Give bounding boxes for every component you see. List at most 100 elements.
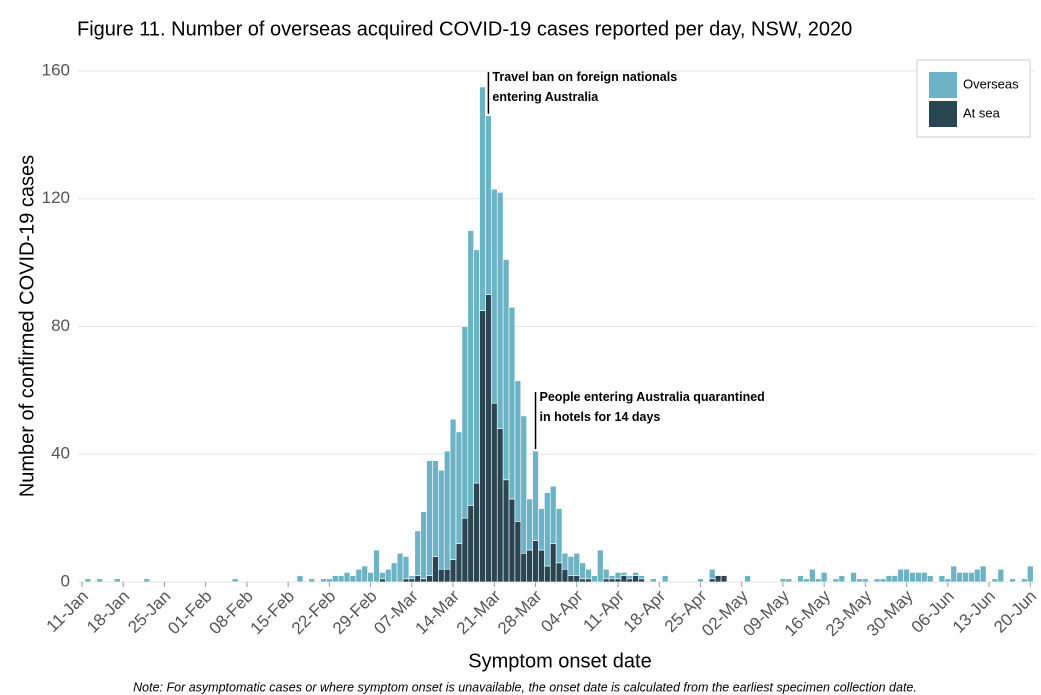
bar-segment xyxy=(432,460,439,557)
bar-segment xyxy=(538,508,545,551)
bar-segment xyxy=(532,450,539,541)
bar-segment xyxy=(337,575,345,583)
bar-segment xyxy=(602,568,610,580)
bar-segment xyxy=(544,565,551,583)
bar-segment xyxy=(838,575,846,583)
bar-segment xyxy=(608,578,616,583)
bar-segment xyxy=(308,578,315,583)
bar-segment xyxy=(449,559,457,583)
bar-segment xyxy=(620,575,628,583)
bar-segment xyxy=(514,380,522,522)
bar-segment xyxy=(526,549,533,583)
bar-segment xyxy=(549,485,557,544)
bar-segment xyxy=(809,568,816,583)
bar-segment xyxy=(638,578,645,583)
bar-segment xyxy=(661,575,669,583)
bar-segment xyxy=(585,568,592,580)
bar-segment xyxy=(608,575,616,580)
bar-segment xyxy=(491,188,498,404)
annotation-text: entering Australia xyxy=(492,90,599,104)
bar-segment xyxy=(514,521,522,583)
bar-segment xyxy=(638,575,645,580)
legend-label: At sea xyxy=(963,105,1001,120)
bar-segment xyxy=(720,575,728,583)
bar-segment xyxy=(650,578,657,583)
bar-segment xyxy=(355,568,363,583)
y-tick-label: 40 xyxy=(51,444,70,463)
bar-segment xyxy=(508,307,516,500)
bar-segment xyxy=(502,479,510,583)
bar-segment xyxy=(1009,578,1016,583)
bar-segment xyxy=(332,575,339,583)
bar-segment xyxy=(491,402,498,583)
bar-segment xyxy=(502,259,510,481)
y-tick-label: 120 xyxy=(42,188,70,207)
x-tick-label: 04-Apr xyxy=(537,586,587,636)
bar-segment xyxy=(479,86,486,311)
bar-segment xyxy=(455,431,463,544)
bar-segment xyxy=(544,492,551,567)
bar-segment xyxy=(385,568,392,583)
x-tick-label: 21-Mar xyxy=(453,586,505,638)
bar-segment xyxy=(1027,565,1034,583)
bar-segment xyxy=(708,568,716,580)
bar-segment xyxy=(944,578,952,583)
bar-segment xyxy=(473,249,480,484)
bar-segment xyxy=(496,428,504,583)
bar-segment xyxy=(414,530,421,576)
y-axis-title: Number of confirmed COVID-19 cases xyxy=(16,155,38,497)
bar-segment xyxy=(402,578,410,583)
bar-segment xyxy=(585,578,592,583)
legend-swatch xyxy=(929,101,957,127)
bar-segment xyxy=(426,575,433,583)
bar-segment xyxy=(820,572,828,583)
bar-segment xyxy=(1021,578,1028,583)
bar-segment xyxy=(991,578,999,583)
x-tick-label: 13-Jun xyxy=(949,587,999,637)
bar-segment xyxy=(968,572,975,583)
bar-segment xyxy=(873,578,881,583)
bar-segment xyxy=(956,572,963,583)
bar-segment xyxy=(426,460,433,576)
bar-segment xyxy=(508,498,516,583)
y-tick-label: 0 xyxy=(61,571,70,590)
bar-segment xyxy=(862,578,869,583)
x-tick-label: 30-May xyxy=(863,586,917,640)
bar-segment xyxy=(962,572,969,583)
annotation-text: Travel ban on foreign nationals xyxy=(492,70,677,84)
bar-segment xyxy=(579,578,586,583)
bar-segment xyxy=(555,562,563,583)
bar-segment xyxy=(567,556,575,576)
bar-segment xyxy=(520,552,527,583)
bar-segment xyxy=(432,556,439,583)
bar-segment xyxy=(443,568,451,583)
bar-segment xyxy=(408,578,416,583)
bar-segment xyxy=(708,578,716,583)
bar-segment xyxy=(602,578,610,583)
annotation-text: People entering Australia quarantined xyxy=(540,390,765,404)
bar-segment xyxy=(897,568,904,583)
bar-segment xyxy=(926,575,934,583)
bar-segment xyxy=(573,552,581,576)
bar-segment xyxy=(620,572,628,576)
bar-segment xyxy=(349,575,357,583)
bar-segment xyxy=(549,543,557,583)
bar-segment xyxy=(714,575,722,583)
x-tick-label: 07-Mar xyxy=(370,586,422,638)
bar-segment xyxy=(390,562,398,583)
bar-segment xyxy=(326,578,333,583)
x-tick-label: 15-Feb xyxy=(247,587,299,639)
bar-segment xyxy=(420,511,427,580)
bar-segment xyxy=(879,578,887,583)
bar-segment xyxy=(950,565,957,583)
x-tick-label: 08-Feb xyxy=(205,587,257,639)
bar-segment xyxy=(632,575,639,583)
bar-segment xyxy=(803,578,810,583)
chart-title: Figure 11. Number of overseas acquired C… xyxy=(77,18,852,40)
bar-segment xyxy=(697,578,704,583)
bar-segment xyxy=(231,578,239,583)
bar-segment xyxy=(903,568,910,583)
y-tick-label: 160 xyxy=(42,60,70,79)
bar-segment xyxy=(414,575,421,583)
bar-segment xyxy=(597,549,604,583)
